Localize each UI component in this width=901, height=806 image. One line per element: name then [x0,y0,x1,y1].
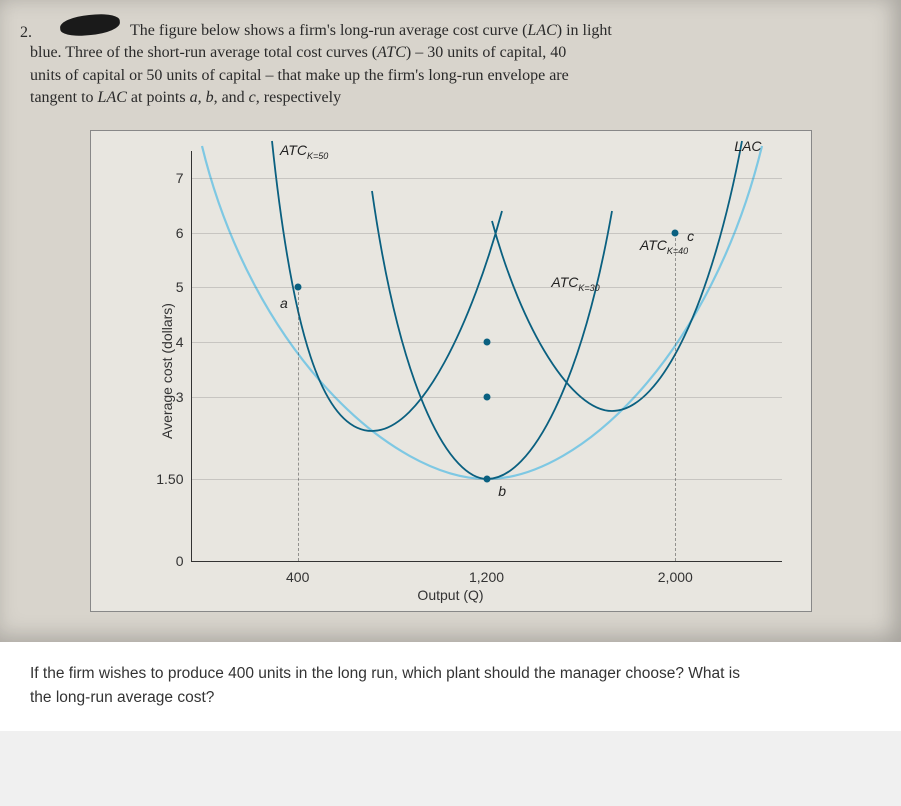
atc-i: ATC [377,44,406,61]
photo-area: 2. The figure below shows a firm's long-… [0,0,901,642]
y-tick-label: 0 [176,553,184,569]
gridline-h [192,178,782,179]
t3: units of capital or 50 units of capital … [30,67,569,84]
atc40-curve [372,191,612,479]
curve-label: ATCK=30 [551,274,599,293]
gridline-h [192,287,782,288]
y-tick-label: 7 [176,170,184,186]
x-tick-label: 2,000 [658,569,693,585]
t1b: ) in light [557,22,612,39]
curve-label: ATCK=50 [280,142,328,161]
extra-dot-1 [483,393,490,400]
c1: , [198,89,206,106]
q-line2: the long-run average cost? [30,689,214,706]
atc50-curve [492,141,742,411]
figure-box: Average cost (dollars) 01.50345674001,20… [90,130,812,612]
redaction-scribble [59,12,121,37]
t4: tangent to [30,89,98,106]
a-i: a [190,89,198,106]
atc30-curve [272,141,502,431]
lac-i: LAC [527,22,556,39]
c2: , and [214,89,249,106]
curve-label: ATCK=40 [640,237,688,256]
vertical-dash [298,287,299,560]
x-tick-label: 1,200 [469,569,504,585]
x-tick-label: 400 [286,569,309,585]
point-label-b: b [498,483,506,499]
b-i: b [206,89,214,106]
x-axis-label: Output (Q) [417,587,483,603]
point-c [672,229,679,236]
vertical-dash [675,233,676,561]
extra-dot-0 [483,339,490,346]
c-i: c [249,89,256,106]
q-line1: If the firm wishes to produce 400 units … [30,665,740,682]
t1: The figure below shows a firm's long-run… [130,22,527,39]
problem-number: 2. [20,22,32,44]
y-tick-label: 4 [176,334,184,350]
point-label-a: a [280,295,288,311]
t4b: at points [127,89,190,106]
curve-label: LAC [734,138,761,154]
curves-svg [192,151,782,561]
plot-area: 01.50345674001,2002,000ATCK=50LACATCK=40… [191,151,782,562]
t2: blue. Three of the short-run average tot… [30,44,377,61]
y-axis-label: Average cost (dollars) [158,303,174,439]
y-tick-label: 1.50 [156,471,183,487]
point-label-c: c [687,228,694,244]
problem-text: 2. The figure below shows a firm's long-… [30,20,871,110]
y-tick-label: 3 [176,389,184,405]
y-tick-label: 6 [176,225,184,241]
y-tick-label: 5 [176,279,184,295]
lac-curve [202,146,762,479]
t2b: ) – 30 units of capital, 40 [406,44,566,61]
point-a [294,284,301,291]
point-b [483,475,490,482]
t4c: , respectively [256,89,341,106]
lac-i2: LAC [98,89,127,106]
question-text: If the firm wishes to produce 400 units … [0,642,901,732]
